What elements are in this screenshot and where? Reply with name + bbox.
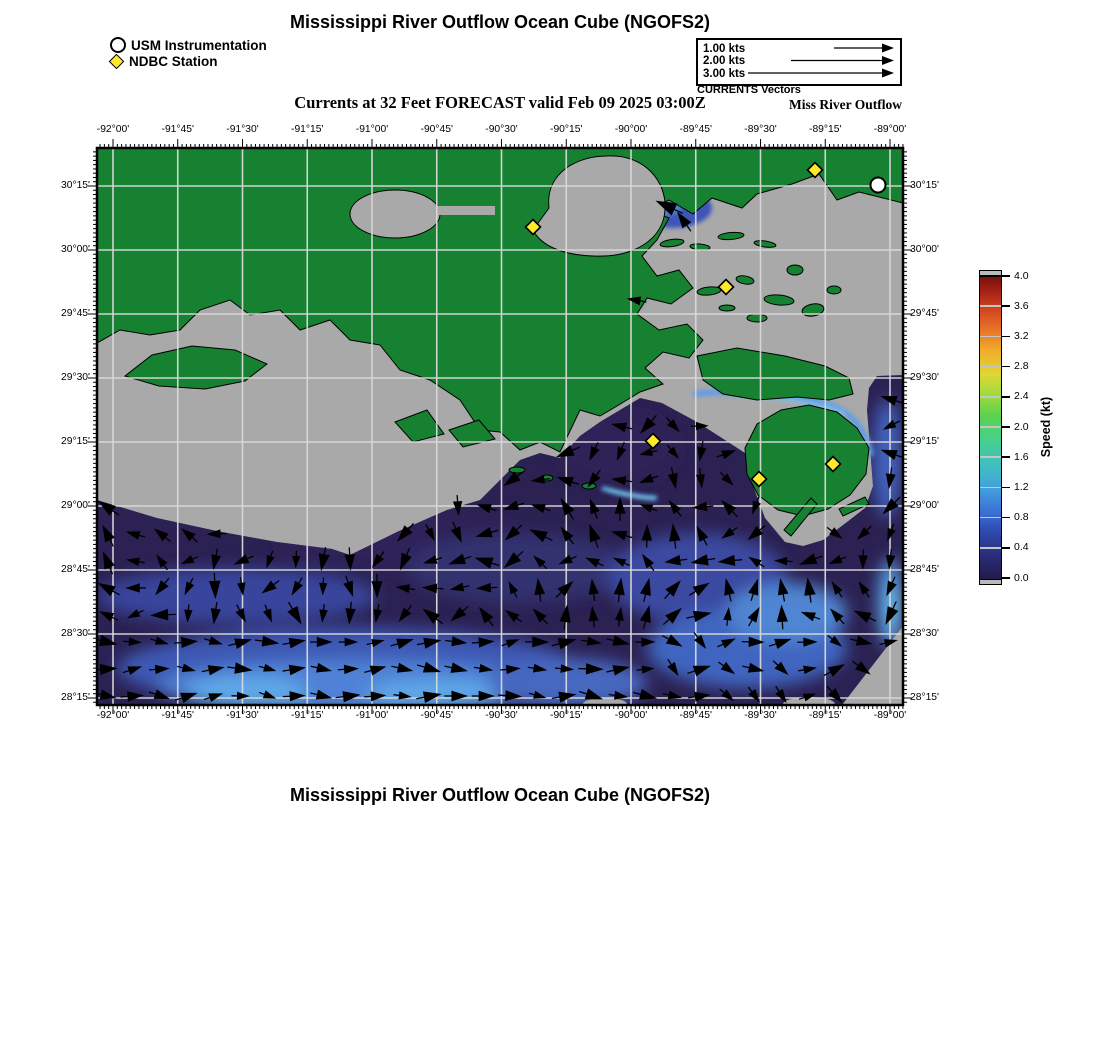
region-label: Miss River Outflow xyxy=(789,97,902,112)
lat-label-left: 28°30' xyxy=(61,628,90,639)
legend-usm-label: USM Instrumentation xyxy=(131,37,267,53)
usm-circle-icon xyxy=(110,37,126,53)
lon-label-bottom: -89°45' xyxy=(679,710,712,721)
colorbar-tick-label: 0.4 xyxy=(1014,541,1029,554)
forecast-subtitle: Currents at 32 Feet FORECAST valid Feb 0… xyxy=(294,93,706,112)
lat-label-right: 29°45' xyxy=(910,308,939,319)
lon-label-bottom: -89°30' xyxy=(744,710,777,721)
vector-scale-3kt: 3.00 kts xyxy=(703,68,746,80)
lon-label-top: -90°00' xyxy=(614,124,648,135)
ndbc-diamond-icon xyxy=(108,53,125,69)
lon-label-bottom: -90°00' xyxy=(614,710,648,721)
lat-label-left: 30°15' xyxy=(61,180,90,191)
vector-legend-caption: CURRENTS Vectors xyxy=(697,84,801,96)
lon-label-top: -91°45' xyxy=(161,124,194,135)
lon-label-top: -89°45' xyxy=(679,124,712,135)
page-title: Mississippi River Outflow Ocean Cube (NG… xyxy=(289,12,711,32)
lat-label-right: 29°00' xyxy=(910,500,939,511)
lon-label-bottom: -90°15' xyxy=(550,710,583,721)
ndbc-station-marker xyxy=(824,455,842,473)
map-frame xyxy=(95,146,905,707)
colorbar-tick-label: 2.8 xyxy=(1014,360,1029,373)
lon-label-top: -90°30' xyxy=(485,124,518,135)
marsh-north-of-channel xyxy=(696,347,854,401)
colorbar-title: Speed (kt) xyxy=(1039,396,1053,458)
colorbar-bottom-cap xyxy=(979,579,1002,585)
lon-label-top: -91°15' xyxy=(291,124,324,135)
lon-label-top: -91°00' xyxy=(355,124,389,135)
mainland xyxy=(97,148,903,453)
legend-row-usm: USM Instrumentation xyxy=(110,37,267,53)
footer-title: Mississippi River Outflow Ocean Cube (NG… xyxy=(289,785,711,805)
lat-label-right: 30°00' xyxy=(910,244,939,255)
lon-label-top: -91°30' xyxy=(226,124,259,135)
colorbar-tick-label: 2.0 xyxy=(1014,420,1029,433)
map-layers xyxy=(97,148,903,705)
lon-label-bottom: -91°45' xyxy=(161,710,194,721)
lon-label-top: -89°30' xyxy=(744,124,777,135)
usm-instrument-marker xyxy=(869,176,887,194)
delta xyxy=(744,404,870,517)
lon-label-bottom: -91°15' xyxy=(291,710,324,721)
lat-label-left: 29°00' xyxy=(61,500,90,511)
lon-label-top: -92°00' xyxy=(96,124,130,135)
colorbar-tick-label: 2.4 xyxy=(1014,390,1029,403)
lon-label-bottom: -90°30' xyxy=(485,710,518,721)
lat-label-left: 29°30' xyxy=(61,372,90,383)
vector-scale-2kt: 2.00 kts xyxy=(703,55,746,67)
lon-label-top: -89°00' xyxy=(873,124,907,135)
lon-label-bottom: -90°45' xyxy=(420,710,453,721)
lon-label-top: -90°15' xyxy=(550,124,583,135)
lon-label-top: -90°45' xyxy=(420,124,453,135)
colorbar-tick-label: 0.0 xyxy=(1014,571,1029,584)
colorbar-top-cap xyxy=(979,270,1002,276)
lat-label-right: 28°30' xyxy=(910,628,939,639)
lat-label-left: 29°45' xyxy=(61,308,90,319)
map-canvas xyxy=(88,139,912,714)
ndbc-station-marker xyxy=(524,218,542,236)
lat-label-left: 30°00' xyxy=(61,244,90,255)
lon-label-bottom: -91°00' xyxy=(355,710,389,721)
colorbar-tick-label: 1.6 xyxy=(1014,450,1029,463)
legend-row-ndbc: NDBC Station xyxy=(108,53,267,69)
lake-maurepas xyxy=(349,189,441,239)
ndbc-station-marker xyxy=(644,432,662,450)
lat-label-right: 30°15' xyxy=(910,180,939,191)
ndbc-station-marker xyxy=(717,278,735,296)
speed-colorbar xyxy=(979,276,1002,580)
lon-label-bottom: -89°15' xyxy=(809,710,842,721)
lat-label-left: 28°15' xyxy=(61,692,90,703)
station-markers xyxy=(524,161,887,488)
lat-label-right: 29°30' xyxy=(910,372,939,383)
legend-ndbc-label: NDBC Station xyxy=(129,53,218,69)
current-vectors xyxy=(97,200,903,704)
lat-label-right: 28°45' xyxy=(910,564,939,575)
lon-label-bottom: -92°00' xyxy=(96,710,130,721)
vector-scale-arrows xyxy=(748,43,894,78)
lat-label-right: 29°15' xyxy=(910,436,939,447)
ndbc-station-marker xyxy=(750,470,768,488)
vector-scale-1kt: 1.00 kts xyxy=(703,43,746,55)
colorbar-tick-label: 4.0 xyxy=(1014,269,1029,282)
levee-strip-west xyxy=(783,497,818,537)
ndbc-station-marker xyxy=(806,161,824,179)
coastal-wedge-1 xyxy=(394,409,445,443)
lat-label-right: 28°15' xyxy=(910,692,939,703)
colorbar-tick-label: 0.8 xyxy=(1014,511,1029,524)
lat-label-left: 29°15' xyxy=(61,436,90,447)
colorbar-tick-label: 1.2 xyxy=(1014,480,1029,493)
marker-legend: USM Instrumentation NDBC Station xyxy=(108,37,267,69)
colorbar-tick-label: 3.2 xyxy=(1014,329,1029,342)
lat-label-left: 28°45' xyxy=(61,564,90,575)
frame-ticks xyxy=(88,139,912,714)
lon-label-bottom: -89°00' xyxy=(873,710,907,721)
vector-scale-legend: 1.00 kts 2.00 kts 3.00 kts xyxy=(696,38,902,86)
colorbar-tick-label: 3.6 xyxy=(1014,299,1029,312)
lon-label-bottom: -91°30' xyxy=(226,710,259,721)
lon-label-top: -89°15' xyxy=(809,124,842,135)
